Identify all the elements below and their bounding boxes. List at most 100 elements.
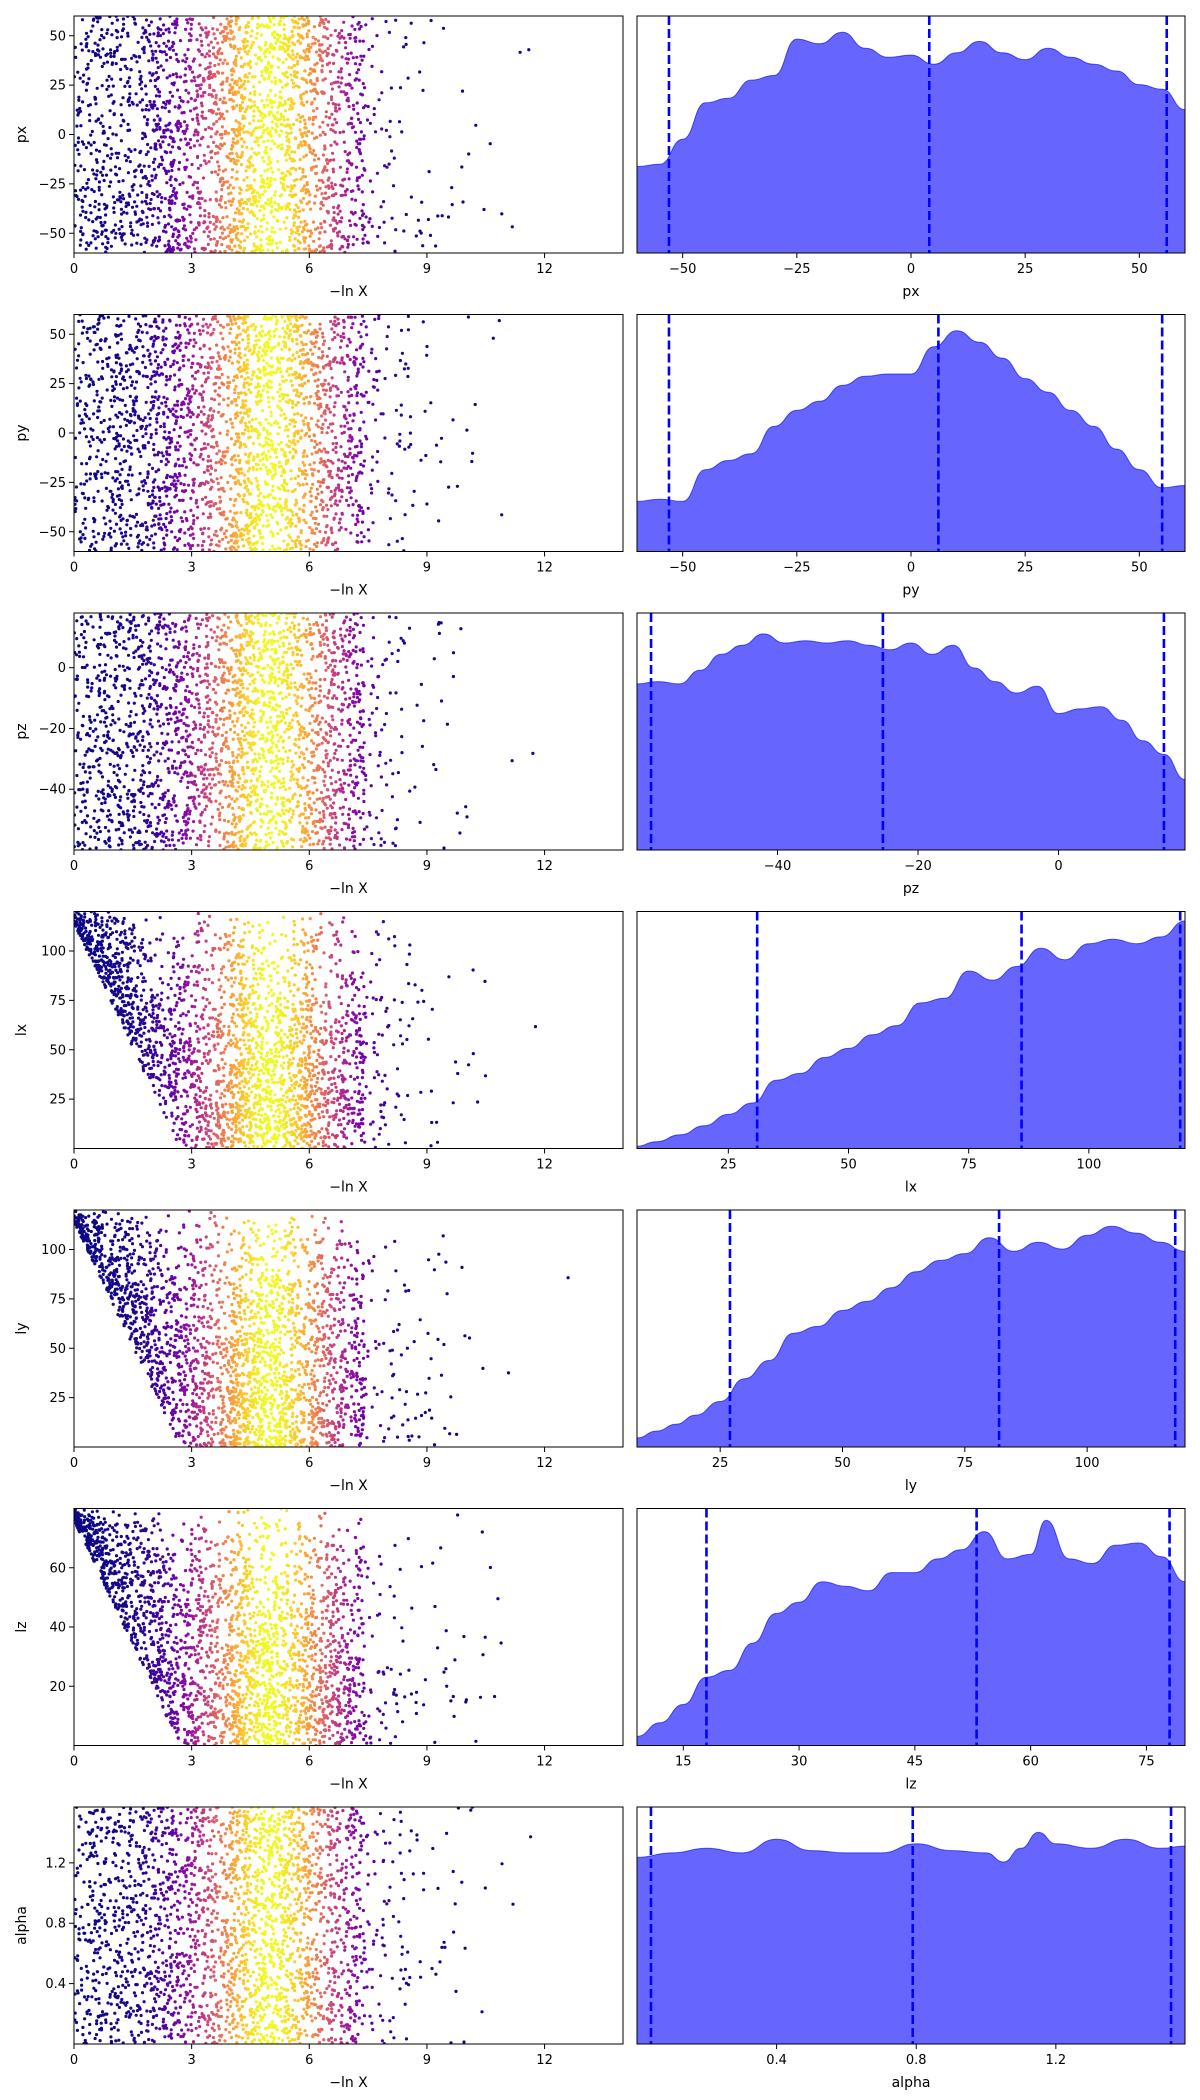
trace-point (192, 483, 196, 487)
trace-point (114, 28, 118, 33)
trace-point (357, 20, 361, 25)
trace-point (140, 548, 144, 552)
trace-point (211, 46, 216, 50)
trace-point (92, 499, 96, 503)
trace-point (265, 68, 269, 72)
trace-point (359, 92, 363, 96)
trace-point (178, 39, 183, 43)
trace-point (156, 194, 160, 199)
trace-point (327, 186, 331, 190)
trace-point (118, 473, 122, 477)
trace-point (278, 45, 282, 49)
trace-point (119, 207, 123, 211)
trace-point (321, 120, 325, 124)
trace-point (296, 239, 300, 243)
trace-point (149, 400, 153, 404)
trace-point (356, 520, 360, 524)
trace-point (231, 157, 235, 161)
trace-point (251, 373, 255, 377)
trace-point (359, 54, 363, 58)
trace-point (151, 489, 155, 493)
trace-point (81, 521, 85, 525)
trace-point (286, 202, 290, 206)
trace-point (341, 234, 345, 238)
trace-point (163, 244, 167, 248)
trace-point (223, 450, 227, 454)
trace-point (262, 428, 266, 432)
trace-point (116, 353, 120, 357)
trace-point (368, 121, 372, 125)
trace-point (258, 442, 262, 446)
trace-point (250, 186, 254, 190)
trace-point (347, 105, 351, 109)
trace-point (288, 547, 292, 551)
trace-point (418, 70, 422, 74)
trace-point (228, 349, 232, 353)
trace-point (267, 16, 271, 19)
trace-point (158, 209, 163, 213)
trace-point (84, 526, 88, 530)
trace-point (287, 107, 292, 111)
trace-point (219, 177, 223, 181)
trace-point (269, 196, 273, 200)
trace-point (255, 374, 259, 378)
trace-point (101, 537, 105, 541)
trace-point (74, 366, 79, 370)
trace-point (421, 88, 425, 92)
trace-point (86, 178, 90, 182)
trace-point (158, 162, 162, 166)
trace-point (232, 518, 236, 522)
trace-point (269, 349, 273, 353)
trace-point (333, 109, 338, 113)
trace-point (196, 119, 200, 123)
trace-point (163, 197, 167, 201)
trace-point (294, 403, 298, 407)
trace-point (299, 142, 303, 147)
trace-point (205, 366, 210, 370)
trace-point (361, 237, 365, 241)
trace-point (349, 122, 354, 126)
trace-point (305, 134, 309, 138)
trace-point (217, 164, 221, 168)
trace-point (208, 86, 212, 90)
trace-point (273, 35, 277, 40)
trace-point (140, 80, 144, 84)
trace-point (318, 53, 322, 58)
trace-point (123, 417, 127, 421)
trace-point (255, 540, 259, 544)
trace-point (156, 206, 160, 211)
trace-point (348, 486, 352, 490)
trace-point (81, 80, 85, 84)
trace-point (280, 45, 285, 49)
trace-point (124, 534, 128, 538)
trace-point (176, 539, 180, 543)
trace-point (276, 209, 280, 213)
trace-point (191, 514, 195, 518)
trace-point (271, 484, 275, 488)
trace-point (337, 458, 341, 462)
trace-point (287, 40, 291, 44)
trace-point (178, 323, 182, 327)
trace-point (330, 531, 334, 535)
trace-point (161, 158, 165, 162)
trace-point (170, 225, 174, 229)
trace-point (323, 144, 327, 148)
trace-point (199, 163, 203, 167)
trace-point (229, 327, 233, 331)
trace-point (269, 530, 273, 534)
trace-point (471, 451, 475, 455)
trace-point (345, 486, 349, 490)
trace-point (126, 98, 130, 102)
trace-point (268, 132, 272, 137)
trace-point (460, 165, 464, 169)
trace-point (427, 170, 431, 174)
trace-point (293, 476, 297, 480)
trace-point (235, 403, 239, 407)
y-tick-label: 0 (58, 128, 66, 143)
trace-point (247, 459, 251, 463)
trace-point (301, 208, 305, 212)
trace-point (326, 51, 330, 56)
trace-point (303, 219, 307, 223)
trace-point (173, 201, 177, 205)
trace-point (84, 44, 88, 48)
